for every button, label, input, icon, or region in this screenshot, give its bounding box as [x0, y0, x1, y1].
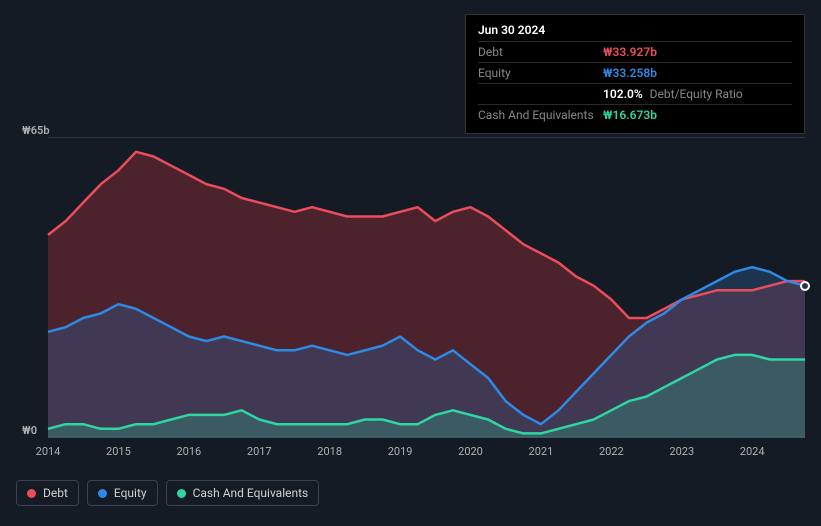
- tooltip-row-label: Equity: [478, 66, 603, 80]
- legend-dot: [177, 489, 186, 498]
- tooltip-row-value: ₩33.258b: [603, 66, 657, 80]
- legend-item-debt[interactable]: Debt: [16, 480, 79, 506]
- legend-item-equity[interactable]: Equity: [87, 480, 158, 506]
- plot-svg: [48, 138, 805, 438]
- tooltip-row: Equity₩33.258b: [478, 62, 792, 83]
- legend-dot: [27, 489, 36, 498]
- yaxis-tick-top: ₩65b: [22, 124, 50, 137]
- legend-label: Debt: [43, 486, 68, 500]
- xaxis-tick: 2023: [669, 445, 694, 458]
- plot-area[interactable]: [48, 137, 805, 437]
- tooltip-row-sub: Debt/Equity Ratio: [647, 87, 743, 101]
- legend-label: Cash And Equivalents: [193, 486, 309, 500]
- xaxis-tick: 2015: [106, 445, 131, 458]
- xaxis-tick: 2020: [458, 445, 483, 458]
- xaxis-tick: 2016: [176, 445, 201, 458]
- legend-label: Equity: [114, 486, 147, 500]
- tooltip-row: 102.0% Debt/Equity Ratio: [478, 83, 792, 104]
- hover-marker: [800, 281, 810, 291]
- tooltip-row: Debt₩33.927b: [478, 41, 792, 62]
- legend-dot: [98, 489, 107, 498]
- legend: Debt Equity Cash And Equivalents: [16, 480, 319, 506]
- xaxis-tick: 2019: [388, 445, 413, 458]
- xaxis-tick: 2022: [599, 445, 624, 458]
- tooltip-row-value: ₩33.927b: [603, 45, 657, 59]
- tooltip-row-label: [478, 87, 603, 101]
- tooltip-date: Jun 30 2024: [478, 23, 792, 41]
- tooltip-row-value: 102.0% Debt/Equity Ratio: [603, 87, 743, 101]
- xaxis-tick: 2017: [247, 445, 272, 458]
- tooltip-row-label: Debt: [478, 45, 603, 59]
- legend-item-cash-and-equivalents[interactable]: Cash And Equivalents: [166, 480, 320, 506]
- yaxis-tick-bottom: ₩0: [22, 424, 37, 437]
- tooltip-panel: Jun 30 2024 Debt₩33.927bEquity₩33.258b10…: [465, 14, 805, 134]
- xaxis-tick: 2014: [36, 445, 61, 458]
- xaxis-tick: 2024: [740, 445, 765, 458]
- xaxis-tick: 2018: [317, 445, 342, 458]
- chart: ₩65b ₩0 2014 2015 2016 2017 2018 2019 2020 2021…: [16, 120, 805, 470]
- xaxis-tick: 2021: [529, 445, 554, 458]
